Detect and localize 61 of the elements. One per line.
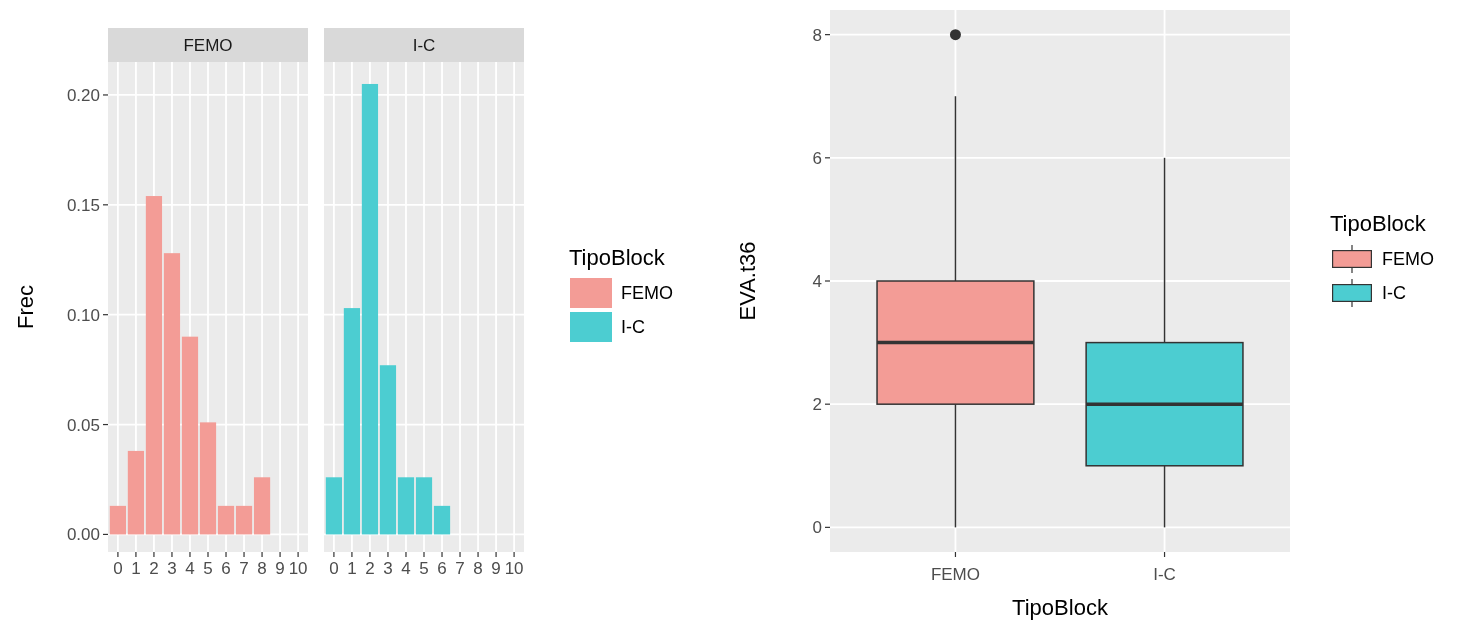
chart-title: I-C <box>412 35 436 55</box>
x-tick-label: 7 <box>239 559 249 578</box>
y-tick-label: 2 <box>812 395 822 415</box>
bar <box>361 83 379 535</box>
legend-label: FEMO <box>1382 249 1434 270</box>
x-tick-label: 8 <box>473 559 483 578</box>
x-tick-label: 10 <box>504 559 524 578</box>
y-tick-label: 8 <box>812 25 822 45</box>
x-tick-label: 6 <box>437 559 447 578</box>
legend-label: I-C <box>621 317 645 338</box>
y-tick-label: 4 <box>812 271 822 291</box>
legend-title: TipoBlock <box>1330 211 1427 236</box>
y-axis-title: Frec <box>13 285 38 329</box>
x-tick-label: 9 <box>491 559 501 578</box>
x-tick-label: 5 <box>203 559 213 578</box>
x-tick-label: FEMO <box>930 565 981 584</box>
x-tick-label: 3 <box>383 559 393 578</box>
x-tick-label: 0 <box>329 559 339 578</box>
bar <box>199 422 217 535</box>
legend-label: FEMO <box>621 283 673 304</box>
x-tick-label: 7 <box>455 559 465 578</box>
bar <box>397 477 415 535</box>
bar <box>379 365 397 535</box>
x-tick-label: 1 <box>347 559 357 578</box>
y-tick-label: 0.00 <box>66 525 100 545</box>
bar <box>217 505 235 535</box>
x-tick-label: I-C <box>1153 565 1176 584</box>
bar <box>325 477 343 535</box>
bar <box>163 253 181 535</box>
bar <box>127 450 145 535</box>
x-tick-label: 6 <box>221 559 231 578</box>
x-tick-label: 4 <box>401 559 411 578</box>
x-tick-label: 4 <box>185 559 195 578</box>
legend-label: I-C <box>1382 283 1406 304</box>
x-axis-title: TipoBlock <box>1012 595 1109 620</box>
bar <box>343 308 361 535</box>
x-tick-label: 0 <box>113 559 123 578</box>
x-tick-label: 10 <box>288 559 308 578</box>
bar <box>253 477 271 535</box>
bar <box>235 505 253 535</box>
x-tick-label: 8 <box>257 559 267 578</box>
legend-title: TipoBlock <box>569 245 666 270</box>
bar <box>415 477 433 535</box>
bar <box>433 505 451 535</box>
x-tick-label: 5 <box>419 559 429 578</box>
x-tick-label: 1 <box>131 559 141 578</box>
bar <box>145 196 163 535</box>
y-axis-title: EVA.t36 <box>735 241 760 321</box>
bar <box>181 336 199 535</box>
x-tick-label: 2 <box>149 559 159 578</box>
bar <box>109 505 127 535</box>
y-tick-label: 0.20 <box>66 85 100 105</box>
y-tick-label: 0.15 <box>66 195 100 215</box>
y-tick-label: 0.10 <box>66 305 100 325</box>
chart-title: FEMO <box>183 35 233 55</box>
x-tick-label: 3 <box>167 559 177 578</box>
y-tick-label: 6 <box>812 148 822 168</box>
x-tick-label: 2 <box>365 559 375 578</box>
y-tick-label: 0 <box>812 518 822 538</box>
y-tick-label: 0.05 <box>66 415 100 435</box>
x-tick-label: 9 <box>275 559 285 578</box>
